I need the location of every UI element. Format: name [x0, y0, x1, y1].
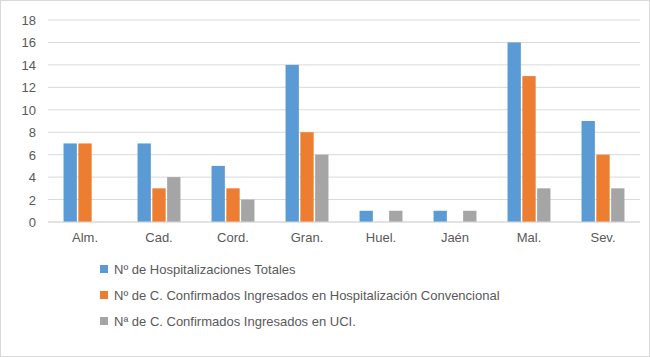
legend-swatch [100, 317, 108, 325]
y-tick-label: 8 [29, 125, 36, 140]
bar [212, 166, 225, 222]
y-tick-label: 4 [29, 170, 36, 185]
grid-line [48, 222, 640, 223]
x-tick-label: Alm. [72, 230, 98, 245]
bar [522, 76, 535, 222]
x-tick-label: Cad. [145, 230, 172, 245]
bar [508, 42, 521, 222]
legend-label: Nº de C. Confirmados Ingresados en Hospi… [114, 288, 500, 303]
grid-line [48, 20, 640, 21]
grid-line [48, 154, 640, 155]
bar [463, 211, 476, 222]
legend-label: Nº de Hospitalizaciones Totales [114, 262, 296, 277]
y-tick-label: 0 [29, 215, 36, 230]
x-tick-label: Gran. [291, 230, 324, 245]
bar [434, 211, 447, 222]
x-tick-label: Mal. [517, 230, 542, 245]
bar [389, 211, 402, 222]
x-tick-label: Jaén [441, 230, 469, 245]
bar [64, 143, 77, 222]
bar [241, 200, 254, 222]
legend-label: Nª de C. Confirmados Ingresados en UCI. [114, 314, 356, 329]
grid-line [48, 177, 640, 178]
grid-line [48, 109, 640, 110]
bar [152, 188, 165, 222]
grid-line [48, 87, 640, 88]
y-tick-label: 14 [22, 58, 36, 73]
x-tick-label: Sev. [590, 230, 615, 245]
x-axis-line [48, 222, 640, 223]
y-tick-label: 10 [22, 103, 36, 118]
bar [286, 65, 299, 222]
y-tick-label: 12 [22, 80, 36, 95]
legend-swatch [100, 291, 108, 299]
bar [300, 132, 313, 222]
legend: Nº de Hospitalizaciones Totales Nº de C. … [100, 262, 500, 329]
grid-line [48, 64, 640, 65]
bar [537, 188, 550, 222]
bar [360, 211, 373, 222]
chart-border [1, 1, 650, 357]
bar [596, 155, 609, 222]
bar [167, 177, 180, 222]
bars [64, 42, 625, 222]
grid-line [48, 132, 640, 133]
legend-swatch [100, 265, 108, 273]
chart-svg: 0 2 4 6 8 10 12 14 16 18 Alm. Cad. Cord. Gran. Huel. Ja… [0, 0, 650, 357]
chart-container: 0 2 4 6 8 10 12 14 16 18 Alm. Cad. Cord. Gran. Huel. Ja… [0, 0, 650, 357]
y-tick-label: 16 [22, 35, 36, 50]
y-tick-label: 6 [29, 148, 36, 163]
y-tick-label: 2 [29, 193, 36, 208]
bar [611, 188, 624, 222]
bar [138, 143, 151, 222]
grid-line [48, 42, 640, 43]
grid-line [48, 199, 640, 200]
x-tick-label: Cord. [217, 230, 249, 245]
bar [582, 121, 595, 222]
x-tick-label: Huel. [366, 230, 396, 245]
bar [226, 188, 239, 222]
y-tick-label: 18 [22, 13, 36, 28]
bar [315, 155, 328, 222]
bar [78, 143, 91, 222]
